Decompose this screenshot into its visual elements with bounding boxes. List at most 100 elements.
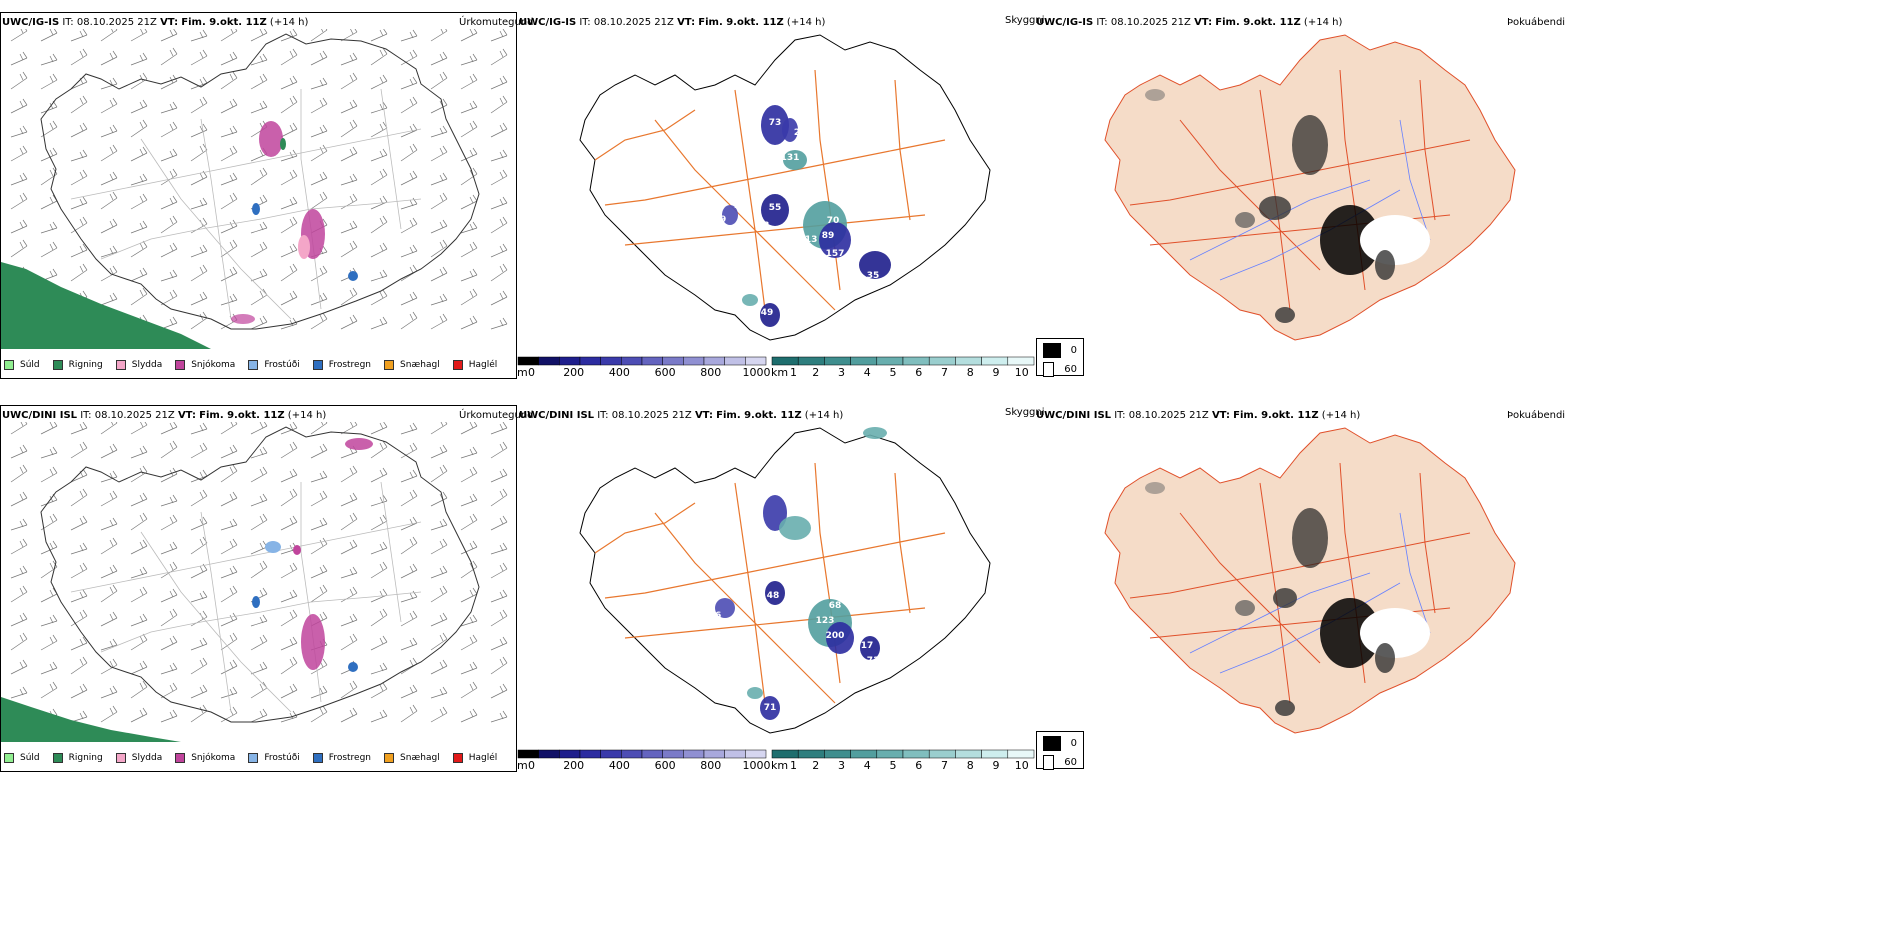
wind-barb bbox=[160, 195, 178, 210]
wind-barb bbox=[220, 422, 238, 435]
wind-barb bbox=[460, 147, 478, 162]
wind-barb bbox=[370, 514, 388, 531]
legend-swatch bbox=[248, 360, 259, 370]
ceiling-patch bbox=[760, 696, 780, 720]
ceiling-label: 46 bbox=[743, 313, 756, 323]
legend-label: Snjókoma bbox=[191, 753, 236, 763]
wind-barb bbox=[250, 661, 268, 675]
ceiling-patch bbox=[863, 427, 887, 439]
wind-barb bbox=[460, 540, 478, 555]
wind-barb bbox=[490, 169, 508, 186]
legend-label: Haglél bbox=[468, 360, 498, 370]
colorbar-cell bbox=[662, 749, 684, 759]
wind-barb bbox=[250, 614, 268, 627]
ceiling-label: 56 bbox=[709, 611, 722, 621]
wind-barb bbox=[10, 585, 28, 603]
fog-patch bbox=[1275, 700, 1295, 716]
wind-barb bbox=[10, 172, 28, 186]
wind-barb bbox=[310, 77, 328, 90]
wind-barb bbox=[190, 422, 208, 435]
colorbar-cell bbox=[600, 356, 622, 366]
colorbar-cell bbox=[981, 356, 1009, 366]
wind-barb bbox=[250, 73, 268, 90]
legend-swatch bbox=[312, 360, 323, 370]
wind-barb bbox=[400, 536, 418, 555]
wind-barb bbox=[190, 123, 208, 138]
wind-barb bbox=[370, 494, 388, 507]
wind-barb bbox=[130, 539, 148, 555]
wind-barb bbox=[220, 464, 238, 483]
wind-barb bbox=[220, 585, 238, 603]
colorbar-tick: 1000 bbox=[742, 366, 770, 378]
colorbar-cell bbox=[724, 749, 746, 759]
wind-barb bbox=[310, 537, 328, 555]
fog-map bbox=[1104, 427, 1516, 734]
wind-barb bbox=[220, 51, 238, 66]
legend-label: Súld bbox=[20, 360, 40, 370]
ceiling-label: 39 bbox=[714, 215, 727, 225]
wind-barb bbox=[70, 683, 88, 699]
wind-barb bbox=[10, 518, 28, 531]
colorbar-cell bbox=[1007, 749, 1035, 759]
wind-barb bbox=[70, 216, 88, 234]
colorbar-tick: 4 bbox=[864, 759, 871, 771]
fog-legend: 0 60 bbox=[1036, 338, 1084, 377]
wind-barb bbox=[70, 441, 88, 459]
wind-barb bbox=[310, 191, 328, 210]
wind-barb bbox=[160, 74, 178, 90]
wind-barb bbox=[400, 96, 418, 114]
wind-barb bbox=[310, 490, 328, 507]
it-value: 08.10.2025 21Z bbox=[593, 17, 674, 28]
wind-barb bbox=[100, 611, 118, 627]
wind-barb bbox=[370, 168, 388, 186]
it-value: 08.10.2025 21Z bbox=[94, 410, 175, 421]
wind-barb bbox=[400, 489, 418, 507]
wind-barb bbox=[280, 441, 298, 459]
legend-label: Snæhagl bbox=[400, 753, 440, 763]
vt-label: VT: bbox=[677, 17, 696, 28]
wind-barb bbox=[430, 125, 448, 138]
colorbar-cell bbox=[559, 356, 581, 366]
wind-barb bbox=[460, 587, 478, 603]
wind-barb bbox=[10, 125, 28, 138]
wind-barb bbox=[490, 562, 508, 579]
fog-patch bbox=[1259, 196, 1291, 220]
wind-barb bbox=[190, 264, 208, 282]
wind-barb bbox=[400, 49, 418, 66]
legend-swatch bbox=[52, 360, 63, 370]
legend-swatch bbox=[312, 753, 323, 763]
ceiling-label: 157 bbox=[826, 249, 845, 259]
wind-barb bbox=[250, 241, 268, 258]
wind-barb bbox=[160, 289, 178, 306]
wind-barb bbox=[400, 143, 418, 162]
wind-barb bbox=[130, 445, 148, 459]
wind-barb bbox=[10, 686, 28, 699]
wind-barb bbox=[460, 268, 478, 282]
wind-barb bbox=[340, 52, 358, 66]
wind-barb bbox=[310, 265, 328, 282]
ceiling-label: 2 bbox=[794, 128, 800, 138]
wind-barb bbox=[70, 609, 88, 627]
wind-barb bbox=[160, 682, 178, 699]
wind-barb bbox=[490, 683, 508, 699]
sleet-area-1 bbox=[298, 235, 310, 259]
colorbar-cell bbox=[600, 749, 622, 759]
legend-item: Súld bbox=[4, 753, 40, 763]
wind-barb bbox=[430, 192, 448, 210]
wind-barb bbox=[190, 197, 208, 210]
wind-barb bbox=[190, 442, 208, 459]
wind-barb bbox=[370, 242, 388, 258]
wind-barb bbox=[370, 121, 388, 138]
wind-barb bbox=[310, 584, 328, 603]
colorbar-cell bbox=[683, 356, 705, 366]
wind-barb bbox=[10, 464, 28, 483]
fog-legend-swatch bbox=[1043, 343, 1061, 358]
wind-barb bbox=[40, 634, 58, 651]
legend-swatch bbox=[115, 753, 126, 763]
wind-barb bbox=[430, 293, 448, 306]
wind-barb bbox=[430, 464, 448, 483]
wind-barb bbox=[370, 682, 388, 699]
wind-barb bbox=[100, 584, 118, 603]
wind-barb bbox=[280, 216, 298, 234]
colorbar-cell bbox=[797, 356, 825, 366]
